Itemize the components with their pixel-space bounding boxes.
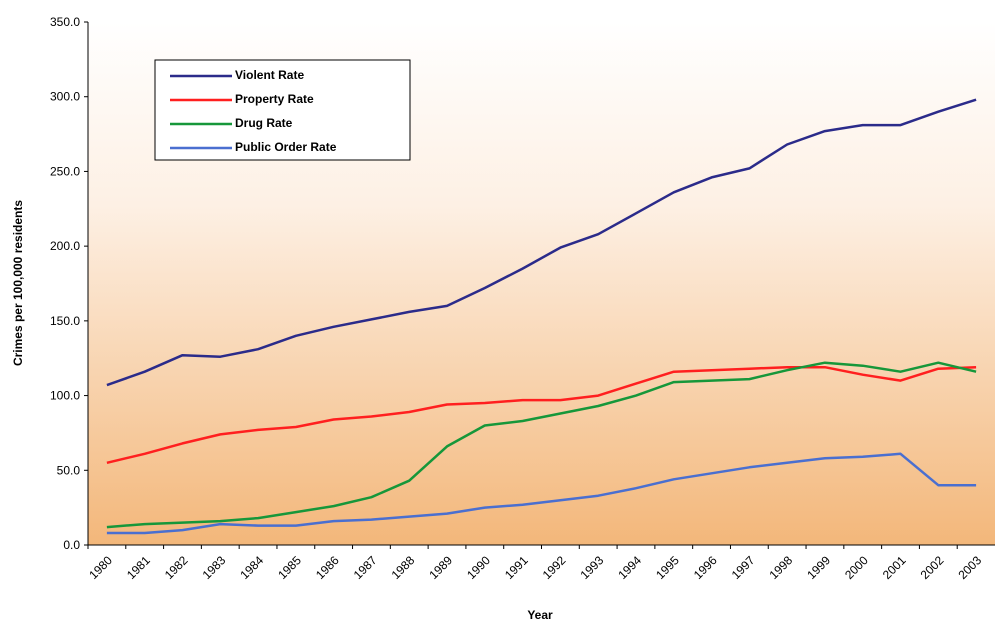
x-tick-label: 1989	[426, 553, 455, 582]
x-tick-label: 1990	[464, 553, 493, 582]
x-axis-title: Year	[527, 608, 553, 622]
x-tick-label: 1985	[275, 553, 304, 582]
y-tick-label: 200.0	[50, 239, 80, 253]
x-tick-label: 2001	[880, 553, 909, 582]
x-tick-label: 1996	[691, 553, 720, 582]
x-tick-label: 1988	[389, 553, 418, 582]
x-tick-label: 1992	[540, 553, 569, 582]
x-tick-label: 1999	[804, 553, 833, 582]
y-tick-label: 150.0	[50, 314, 80, 328]
x-tick-label: 2000	[842, 553, 871, 582]
x-tick-label: 2002	[918, 553, 947, 582]
x-tick-label: 1983	[200, 553, 229, 582]
x-tick-label: 1991	[502, 553, 531, 582]
x-tick-label: 1981	[124, 553, 153, 582]
y-axis-title: Crimes per 100,000 residents	[11, 200, 25, 366]
x-tick-label: 1980	[86, 553, 115, 582]
x-tick-label: 1987	[351, 553, 380, 582]
y-tick-label: 350.0	[50, 15, 80, 29]
x-tick-label: 1995	[653, 553, 682, 582]
series-line	[106, 98, 977, 387]
x-tick-label: 2003	[955, 553, 984, 582]
y-tick-label: 100.0	[50, 389, 80, 403]
x-tick-label: 1997	[729, 553, 758, 582]
legend-label: Drug Rate	[235, 116, 293, 130]
legend-label: Violent Rate	[235, 68, 304, 82]
x-tick-label: 1998	[766, 553, 795, 582]
x-tick-label: 1986	[313, 553, 342, 582]
series-line	[106, 361, 977, 529]
x-tick-label: 1982	[162, 553, 191, 582]
x-tick-label: 1984	[237, 553, 266, 582]
y-tick-label: 300.0	[50, 90, 80, 104]
legend-label: Public Order Rate	[235, 140, 337, 154]
series-line	[106, 452, 977, 535]
legend-label: Property Rate	[235, 92, 314, 106]
series-line	[106, 365, 977, 465]
y-tick-label: 0.0	[63, 538, 80, 552]
x-tick-label: 1994	[615, 553, 644, 582]
y-tick-label: 50.0	[57, 463, 81, 477]
y-tick-label: 250.0	[50, 164, 80, 178]
x-tick-label: 1993	[578, 553, 607, 582]
